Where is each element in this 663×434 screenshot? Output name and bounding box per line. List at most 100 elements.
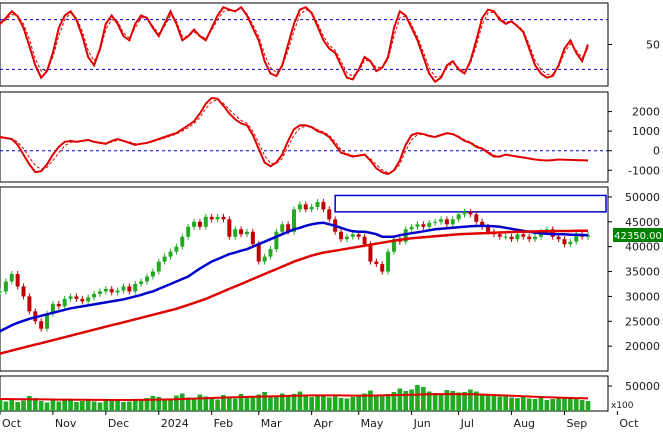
candle-body (497, 234, 502, 237)
candle-body (221, 216, 226, 220)
y-tick-label: 0 (653, 145, 660, 158)
volume-bar (197, 394, 203, 411)
candle-body (21, 286, 26, 297)
candle-body (27, 296, 32, 312)
volume-bar (544, 400, 550, 411)
candle-body (292, 209, 296, 232)
candle-body (186, 226, 191, 237)
volume-bar (85, 400, 91, 411)
candle-body (86, 297, 91, 302)
candle-body (362, 236, 367, 245)
volume-bar (356, 396, 362, 411)
volume-bar (344, 398, 350, 411)
candle-body (356, 234, 361, 237)
candle-body (486, 226, 491, 232)
volume-bar (91, 401, 97, 411)
volume-bar (132, 399, 138, 411)
signal-line (0, 8, 589, 78)
x-axis: Oct Nov Dec 2024 Feb Mar Apr May Jun Jul Aug Sep Oct… (0, 411, 639, 430)
volume-bar (162, 398, 167, 411)
candle-body (203, 216, 208, 227)
volume-bar (168, 400, 173, 411)
volume-bar (185, 397, 191, 411)
volume-bar (526, 398, 532, 411)
candle-body (568, 241, 573, 245)
volume-bar (32, 398, 38, 411)
volume-bar (315, 396, 320, 411)
volume-bar (215, 399, 220, 411)
price-frame (0, 186, 609, 372)
volume-bar (379, 396, 385, 411)
volume-bar (121, 402, 126, 411)
y-tick-label: 2000 (632, 106, 660, 119)
y-tick-label: 50 (646, 39, 660, 52)
candle-body (286, 224, 291, 232)
candle-body (344, 236, 349, 240)
candle-body (380, 264, 385, 272)
volume-bar (450, 391, 456, 411)
candle-body (386, 251, 391, 272)
candle-body (303, 204, 308, 210)
volume-bar (303, 394, 309, 411)
volume-bar (291, 394, 297, 411)
x-tick-label: Sep (566, 417, 587, 430)
candle-body (121, 286, 126, 291)
volume-bar (562, 398, 567, 411)
volume-bar (221, 395, 226, 411)
volume-bar (432, 393, 438, 411)
candle-body (115, 290, 120, 293)
volume-bar (362, 393, 367, 411)
candle-body (268, 249, 273, 257)
candle-body (374, 261, 379, 265)
volume-bar (409, 389, 414, 411)
volume-bar (509, 397, 514, 411)
candle-body (350, 234, 355, 237)
volume-bar (15, 402, 20, 411)
candle-body (327, 209, 332, 220)
candle-body (168, 251, 173, 257)
candle-body (480, 221, 485, 227)
volume-bar (50, 399, 56, 411)
volume-bar (403, 391, 409, 411)
price-panel: 20000 25000 30000 35000 40000 45000 50000 42350… (0, 186, 663, 372)
candle-body (244, 231, 249, 235)
volume-bar (79, 401, 85, 411)
candle-body (109, 288, 114, 293)
last-price-tag (613, 227, 663, 242)
candle-body (556, 236, 561, 240)
volume-bar (238, 394, 244, 411)
candle-body (462, 211, 467, 215)
candle-body (150, 271, 155, 277)
candle-body (74, 296, 79, 299)
candle-body (145, 276, 149, 282)
volume-bar (573, 399, 579, 411)
volume-bar (444, 390, 450, 411)
volume-bar (332, 396, 338, 411)
candle-body (521, 234, 526, 237)
volume-bar (156, 397, 162, 411)
volume-bar (368, 390, 373, 411)
x-tick-label: Nov (55, 417, 77, 430)
candle-body (427, 222, 432, 227)
volume-bar (174, 395, 179, 411)
candle-body (391, 239, 396, 252)
volume-bar (226, 397, 232, 411)
volume-bar (127, 401, 132, 411)
volume-bar (515, 398, 520, 411)
volume-bar (268, 395, 273, 411)
x-tick-label: Apr (314, 417, 334, 430)
macd-panel: -1000 0 1000 2000 (0, 91, 660, 183)
volume-bar (421, 387, 426, 411)
volume-bar (279, 393, 285, 411)
volume-bar (538, 397, 544, 411)
candle-body (45, 313, 50, 329)
volume-panel: 50000 x100 (0, 375, 660, 412)
y-tick-label: 1000 (632, 125, 660, 138)
volume-bar (391, 392, 397, 411)
candle-body (586, 234, 590, 237)
macd-layer: -1000 0 1000 2000 (0, 96, 660, 177)
volume-bar (491, 396, 497, 411)
x-tick-label: Dec (108, 417, 129, 430)
volume-bar (503, 395, 509, 411)
